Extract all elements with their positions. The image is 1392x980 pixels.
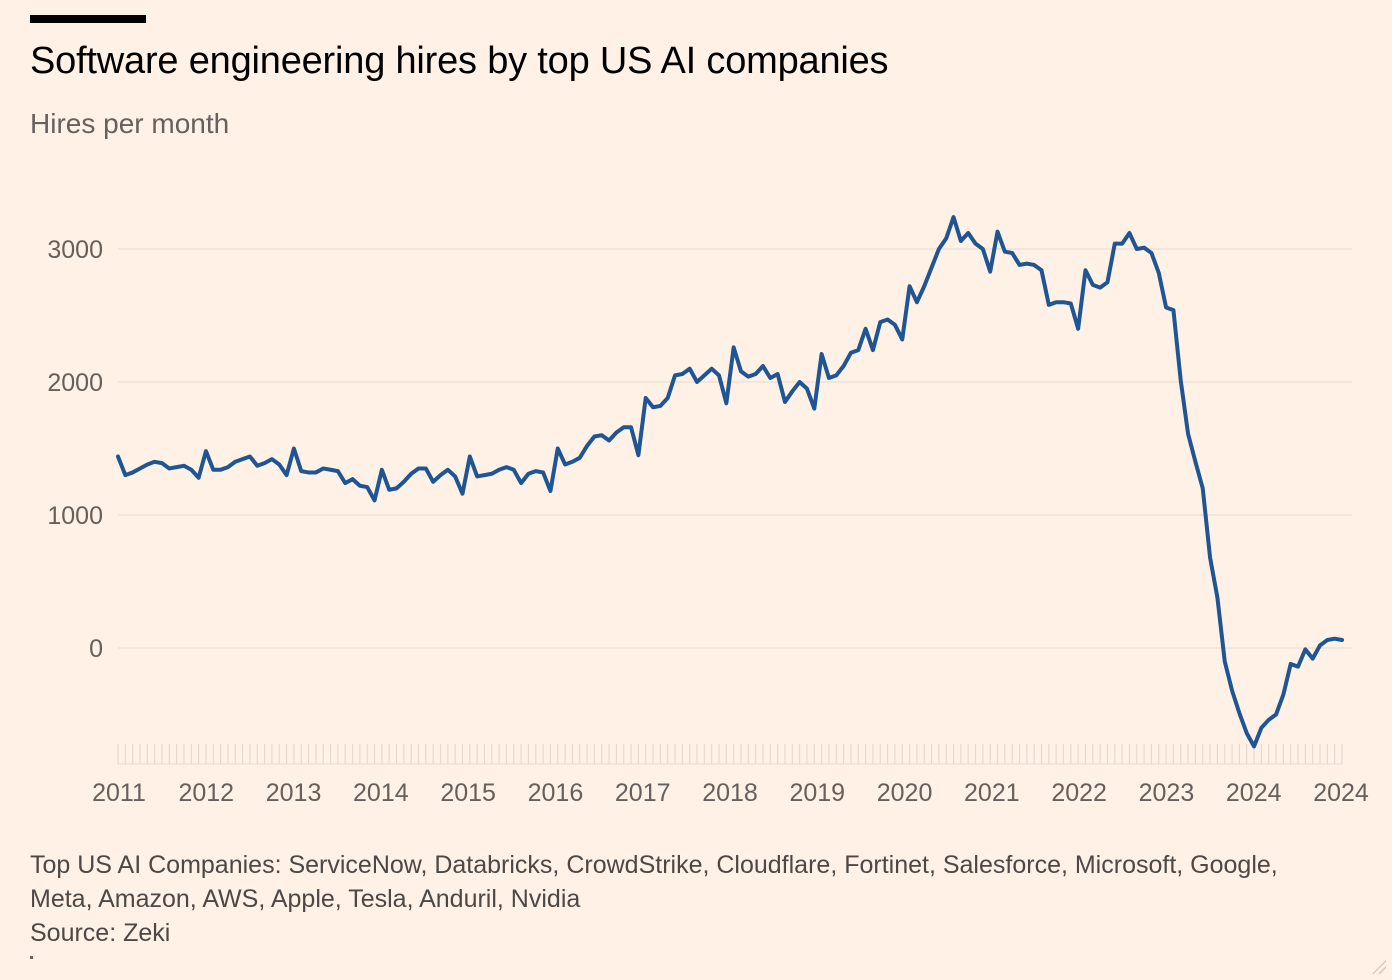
y-tick-label: 1000 [47, 502, 103, 530]
y-tick-label: 2000 [47, 369, 103, 397]
footer-companies-line-2: Meta, Amazon, AWS, Apple, Tesla, Anduril… [30, 885, 581, 913]
x-axis: 2011 2012 2013 2014 2015 2016 2017 2018 2019 2020… [92, 744, 1369, 807]
x-tick-label: 2016 [528, 779, 584, 807]
x-tick-label: 2024 [1313, 779, 1369, 807]
y-tick-label: 3000 [47, 236, 103, 264]
x-tick-label: 2023 [1139, 779, 1195, 807]
footer-dot [30, 956, 33, 959]
x-tick-label: 2021 [964, 779, 1020, 807]
footer-companies-line-1: Top US AI Companies: ServiceNow, Databri… [30, 851, 1278, 879]
y-tick-label: 0 [89, 635, 103, 663]
series-layer [116, 215, 1344, 749]
chart-footer: Top US AI Companies: ServiceNow, Databri… [30, 848, 1350, 950]
x-tick-label: 2013 [266, 779, 322, 807]
resize-grip-icon [1370, 958, 1386, 974]
x-tick-label: 2020 [877, 779, 933, 807]
x-tick-label: 2024 [1226, 779, 1282, 807]
x-tick-label: 2017 [615, 779, 671, 807]
header-accent-bar [30, 15, 146, 23]
x-tick-label: 2011 [92, 779, 146, 807]
chart-title: Software engineering hires by top US AI … [30, 40, 889, 82]
x-tick-label: 2014 [353, 779, 409, 807]
x-tick-label: 2012 [178, 779, 234, 807]
x-tick-label: 2015 [440, 779, 496, 807]
x-tick-label: 2018 [702, 779, 758, 807]
x-tick-label: 2022 [1051, 779, 1107, 807]
chart-subtitle: Hires per month [30, 108, 230, 139]
footer-source: Source: Zeki [30, 919, 171, 947]
x-tick-label: 2019 [789, 779, 845, 807]
series-line-hires [116, 215, 1344, 749]
y-axis-ticks: 0 1000 2000 3000 [47, 236, 103, 663]
